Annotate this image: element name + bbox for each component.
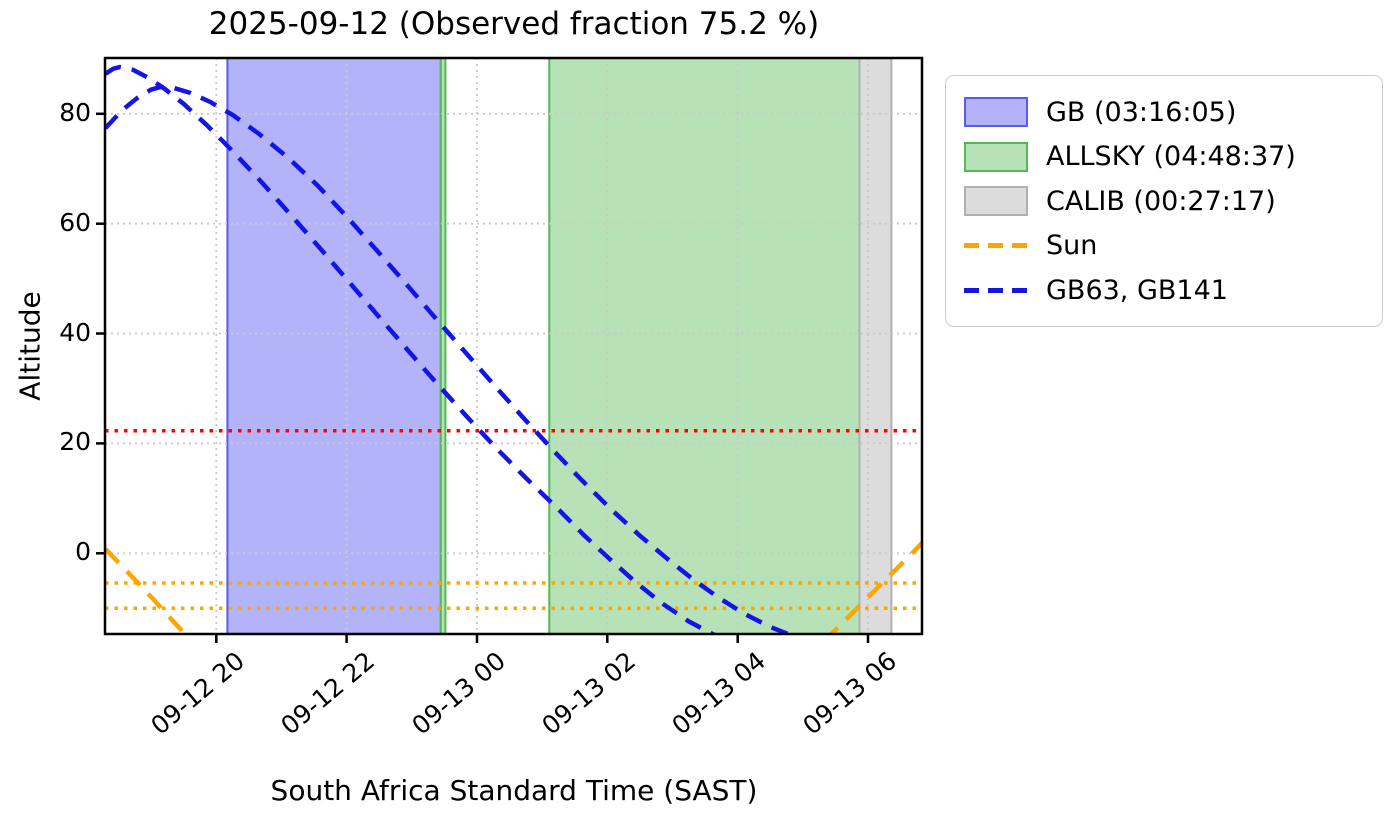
legend-label-allsky: ALLSKY (04:48:37) [1046, 141, 1296, 172]
legend-label-gb: GB (03:16:05) [1046, 96, 1237, 128]
y-tick-label: 60 [59, 207, 91, 237]
y-tick-label: 20 [59, 427, 91, 457]
calib-span-swatch [964, 186, 1028, 216]
legend-label-sun: Sun [1046, 230, 1098, 261]
legend-label-calib: CALIB (00:27:17) [1046, 185, 1276, 217]
legend: GB (03:16:05) ALLSKY (04:48:37) CALIB (0… [945, 75, 1383, 327]
y-tick-label: 80 [59, 97, 91, 127]
allsky-span-swatch [964, 141, 1028, 172]
legend-row-calib: CALIB (00:27:17) [964, 180, 1364, 222]
sun-line-swatch [964, 243, 1028, 248]
y-tick-label: 0 [75, 537, 91, 567]
page-title: 2025-09-12 (Observed fraction 75.2 %) [208, 6, 820, 42]
legend-label-targets: GB63, GB141 [1046, 274, 1228, 306]
gb-span-swatch [964, 97, 1028, 127]
legend-row-allsky: ALLSKY (04:48:37) [964, 136, 1364, 178]
legend-row-sun: Sun [964, 225, 1364, 267]
y-tick-label: 40 [59, 317, 91, 347]
legend-row-gb: GB (03:16:05) [964, 91, 1364, 133]
targets-line-swatch [964, 287, 1028, 293]
x-axis-label: South Africa Standard Time (SAST) [270, 774, 758, 807]
legend-row-targets: GB63, GB141 [964, 269, 1364, 311]
